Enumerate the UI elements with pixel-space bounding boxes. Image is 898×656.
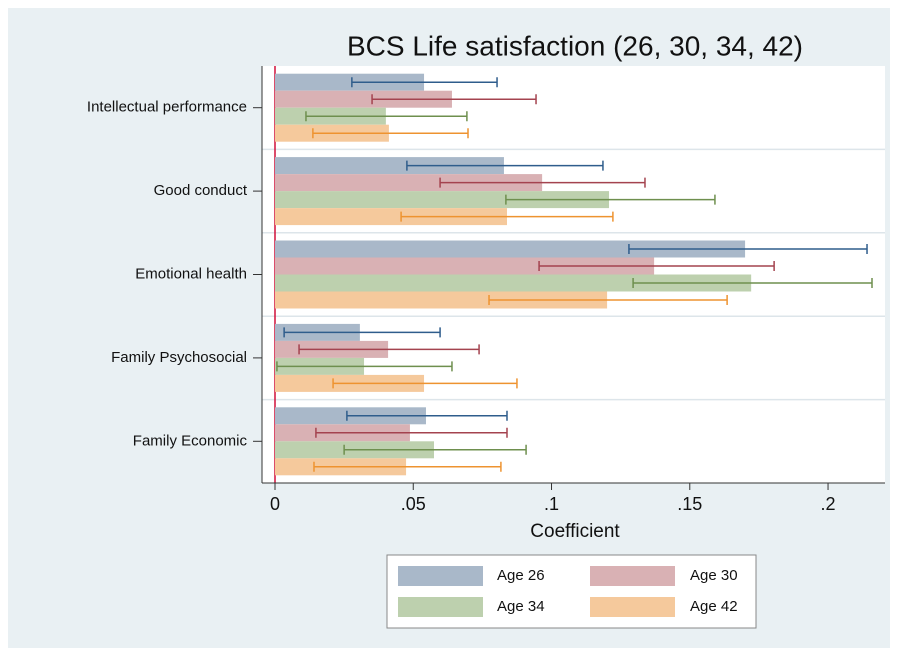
error-bar <box>371 94 537 105</box>
chart-title: BCS Life satisfaction (26, 30, 34, 42) <box>347 30 803 61</box>
x-axis-label: Coefficient <box>530 521 620 542</box>
error-bar <box>488 295 728 305</box>
legend-label: Age 42 <box>690 598 738 615</box>
x-tick-label: .2 <box>821 494 836 514</box>
bar <box>274 291 608 309</box>
error-bar <box>315 427 508 438</box>
legend-swatch <box>590 566 675 586</box>
y-tick-label: Good conduct <box>154 182 248 199</box>
error-bar <box>305 111 468 122</box>
legend-swatch <box>398 597 483 617</box>
bar <box>274 174 543 192</box>
bar <box>274 73 425 91</box>
bar <box>274 208 507 226</box>
legend-label: Age 26 <box>497 567 545 584</box>
error-bar <box>406 160 604 171</box>
error-bar <box>439 177 646 188</box>
legend-label: Age 30 <box>690 567 738 584</box>
y-tick-label: Emotional health <box>135 265 247 282</box>
y-tick-label: Family Psychosocial <box>111 349 247 366</box>
error-bar <box>332 378 518 389</box>
legend-swatch <box>398 566 483 586</box>
error-bar <box>298 344 480 355</box>
error-bar <box>346 410 508 421</box>
error-bar <box>505 194 716 205</box>
bar <box>274 240 746 258</box>
error-bar <box>538 261 775 271</box>
x-tick-label: .05 <box>401 494 426 514</box>
legend-box <box>386 554 757 629</box>
error-bar <box>313 461 502 472</box>
legend-label: Age 34 <box>497 598 545 615</box>
bar <box>274 257 655 275</box>
bar <box>274 90 452 108</box>
error-bar <box>312 128 469 139</box>
bar <box>274 191 610 209</box>
error-bar <box>343 444 527 455</box>
error-bar <box>628 244 868 254</box>
bar <box>274 157 504 175</box>
error-bar <box>283 327 441 338</box>
legend-swatch <box>590 597 675 617</box>
x-tick-label: 0 <box>270 494 280 514</box>
y-tick-label: Intellectual performance <box>87 99 247 116</box>
error-bar <box>276 361 453 372</box>
error-bar <box>351 77 498 88</box>
x-tick-label: .15 <box>677 494 702 514</box>
error-bar <box>400 211 614 222</box>
x-tick-label: .1 <box>544 494 559 514</box>
y-tick-label: Family Economic <box>133 432 248 449</box>
error-bar <box>632 278 873 288</box>
bar <box>274 274 752 292</box>
